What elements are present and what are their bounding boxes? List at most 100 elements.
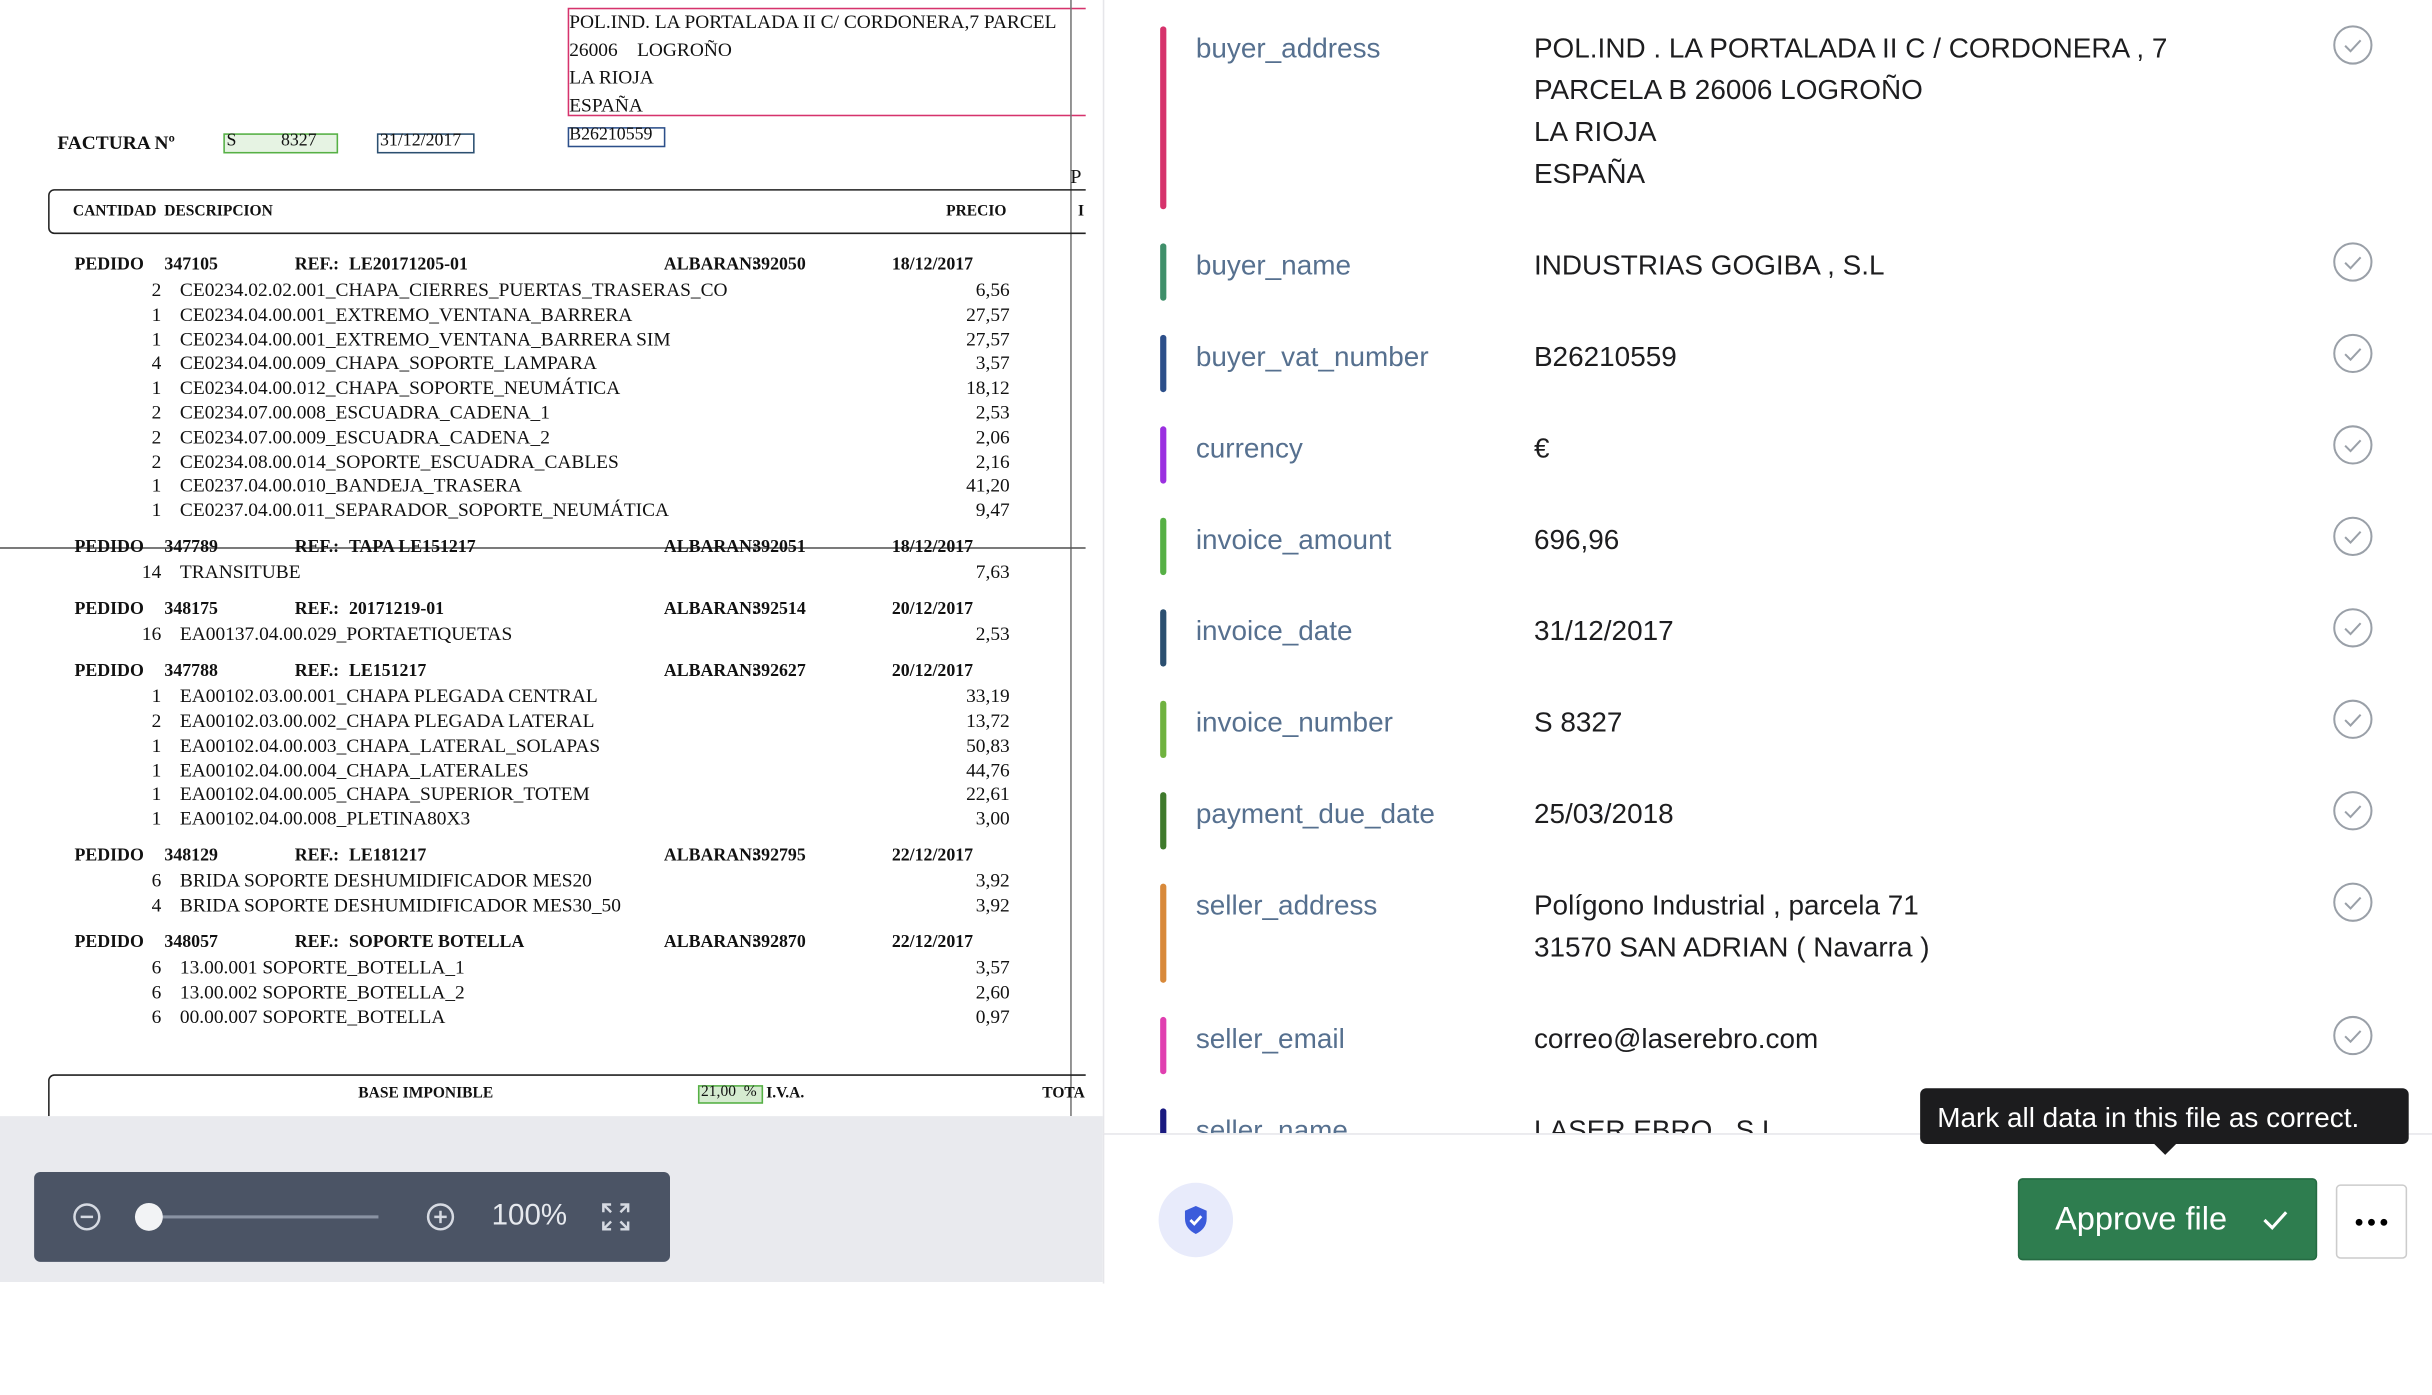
item-quantity: 1 xyxy=(151,685,162,708)
confirm-check[interactable] xyxy=(2333,242,2373,282)
ref-value: TAPA LE151217 xyxy=(348,538,476,557)
confirm-check[interactable] xyxy=(2333,516,2373,556)
order-number: 348129 xyxy=(164,846,218,866)
field-value: B26210559 xyxy=(1533,341,1677,373)
highlight-box xyxy=(567,7,1086,117)
confirm-check[interactable] xyxy=(2333,699,2373,739)
vat-number: B26210559 xyxy=(569,125,653,145)
item-description: BRIDA SOPORTE DESHUMIDIFICADOR MES20 xyxy=(179,869,592,892)
delivery-value: 392050 xyxy=(752,255,806,275)
field-value: Polígono Industrial , parcela 71 xyxy=(1533,889,1919,921)
item-quantity: 16 xyxy=(141,623,162,646)
confirm-check[interactable] xyxy=(2333,25,2373,65)
address-line: LA RIOJA xyxy=(569,66,654,89)
footer-label: BASE IMPONIBLE xyxy=(358,1085,494,1103)
delivery-label: ALBARAN: xyxy=(663,662,758,681)
order-label: PEDIDO xyxy=(74,538,144,557)
order-label: PEDIDO xyxy=(74,662,144,681)
zoom-in-button[interactable] xyxy=(425,1201,456,1232)
ref-value: LE181217 xyxy=(348,846,427,866)
item-price: 2,53 xyxy=(975,401,1010,424)
order-date: 20/12/2017 xyxy=(891,662,974,681)
item-description: EA00102.03.00.001_CHAPA PLEGADA CENTRAL xyxy=(179,685,598,708)
field-value: LASER EBRO , S.L xyxy=(1533,1114,1778,1134)
footer-label: 21,00 % xyxy=(701,1083,757,1101)
zoom-track xyxy=(142,1215,379,1219)
footer-label: I.V.A. xyxy=(766,1085,805,1103)
zoom-handle[interactable] xyxy=(134,1202,163,1231)
ref-label: REF.: xyxy=(294,255,340,275)
zoom-out-button[interactable] xyxy=(71,1201,102,1232)
item-price: 41,20 xyxy=(966,474,1010,497)
address-line: 26006 LOGROÑO xyxy=(569,38,732,61)
item-price: 22,61 xyxy=(966,783,1010,806)
rule xyxy=(0,547,1086,549)
item-description: CE0234.07.00.009_ESCUADRA_CADENA_2 xyxy=(179,425,550,448)
field-name: seller_email xyxy=(1195,1023,1345,1055)
item-description: 13.00.002 SOPORTE_BOTELLA_2 xyxy=(179,980,465,1003)
field-value: S 8327 xyxy=(1533,706,1623,738)
tooltip-arrow xyxy=(2152,1142,2178,1155)
order-date: 22/12/2017 xyxy=(891,846,974,866)
item-quantity: 2 xyxy=(151,425,162,448)
table-header: CANTIDAD DESCRIPCION xyxy=(72,203,273,221)
field-name: buyer_name xyxy=(1195,249,1352,281)
item-quantity: 4 xyxy=(151,894,162,917)
delivery-value: 392051 xyxy=(752,538,806,557)
confirm-check[interactable] xyxy=(2333,1015,2373,1056)
item-price: 33,19 xyxy=(966,685,1010,708)
order-label: PEDIDO xyxy=(74,255,144,275)
item-quantity: 1 xyxy=(151,807,162,830)
more-button[interactable] xyxy=(2335,1184,2408,1259)
invoice-label: FACTURA Nº xyxy=(57,131,175,154)
field-value: correo@laserebro.com xyxy=(1533,1023,1819,1055)
confirm-check[interactable] xyxy=(2333,333,2373,374)
action-bar: Approve file xyxy=(1102,1133,2432,1284)
verify-badge[interactable] xyxy=(1158,1182,1234,1258)
field-color-bar xyxy=(1160,334,1167,393)
item-quantity: 6 xyxy=(151,956,162,979)
table-header-box xyxy=(48,189,1086,235)
item-quantity: 1 xyxy=(151,783,162,806)
document-view: FACTURA Nº S 8327 31/12/2017 B26210559 P… xyxy=(0,0,1086,1117)
field-value: 25/03/2018 xyxy=(1533,798,1674,830)
item-description: CE0237.04.00.010_BANDEJA_TRASERA xyxy=(179,474,522,497)
page: FACTURA Nº S 8327 31/12/2017 B26210559 P… xyxy=(0,0,2432,1284)
item-quantity: 14 xyxy=(141,561,162,584)
item-price: 2,60 xyxy=(975,980,1010,1003)
field-color-bar xyxy=(1160,700,1167,759)
confirm-check[interactable] xyxy=(2333,791,2373,831)
field-value: POL.IND . LA PORTALADA II C / CORDONERA … xyxy=(1533,32,2168,64)
delivery-label: ALBARAN: xyxy=(663,538,758,557)
tooltip: Mark all data in this file as correct. xyxy=(1920,1088,2409,1155)
order-date: 20/12/2017 xyxy=(891,600,974,619)
item-price: 3,92 xyxy=(975,894,1010,917)
item-description: CE0234.04.00.001_EXTREMO_VENTANA_BARRERA xyxy=(179,303,633,326)
field-color-bar xyxy=(1160,243,1167,301)
item-description: EA00102.04.00.004_CHAPA_LATERALES xyxy=(179,758,529,781)
item-quantity: 2 xyxy=(151,450,162,473)
confirm-check[interactable] xyxy=(2333,425,2373,465)
approve-button[interactable]: Approve file xyxy=(2017,1178,2318,1261)
order-label: PEDIDO xyxy=(74,933,144,952)
fullscreen-button[interactable] xyxy=(602,1203,630,1231)
field-value: LA RIOJA xyxy=(1533,116,1657,148)
field-value: ESPAÑA xyxy=(1533,158,1646,190)
field-color-bar xyxy=(1160,1016,1167,1075)
order-date: 18/12/2017 xyxy=(891,255,974,275)
table-header: I xyxy=(1077,203,1085,221)
address-line: POL.IND. LA PORTALADA II C/ CORDONERA,7 … xyxy=(569,10,1057,33)
confirm-check[interactable] xyxy=(2333,608,2373,648)
item-price: 2,06 xyxy=(975,425,1010,448)
edge-text: P xyxy=(1070,164,1082,188)
invoice-number: S 8327 xyxy=(226,131,317,151)
item-price: 3,00 xyxy=(975,807,1010,830)
highlight-box xyxy=(697,1085,764,1104)
item-quantity: 6 xyxy=(151,1005,162,1028)
item-price: 3,57 xyxy=(975,956,1010,979)
item-price: 27,57 xyxy=(966,303,1010,326)
footer-box xyxy=(48,1074,1086,1117)
item-quantity: 4 xyxy=(151,352,162,375)
item-description: CE0234.04.00.001_EXTREMO_VENTANA_BARRERA… xyxy=(179,328,671,350)
confirm-check[interactable] xyxy=(2333,882,2373,922)
